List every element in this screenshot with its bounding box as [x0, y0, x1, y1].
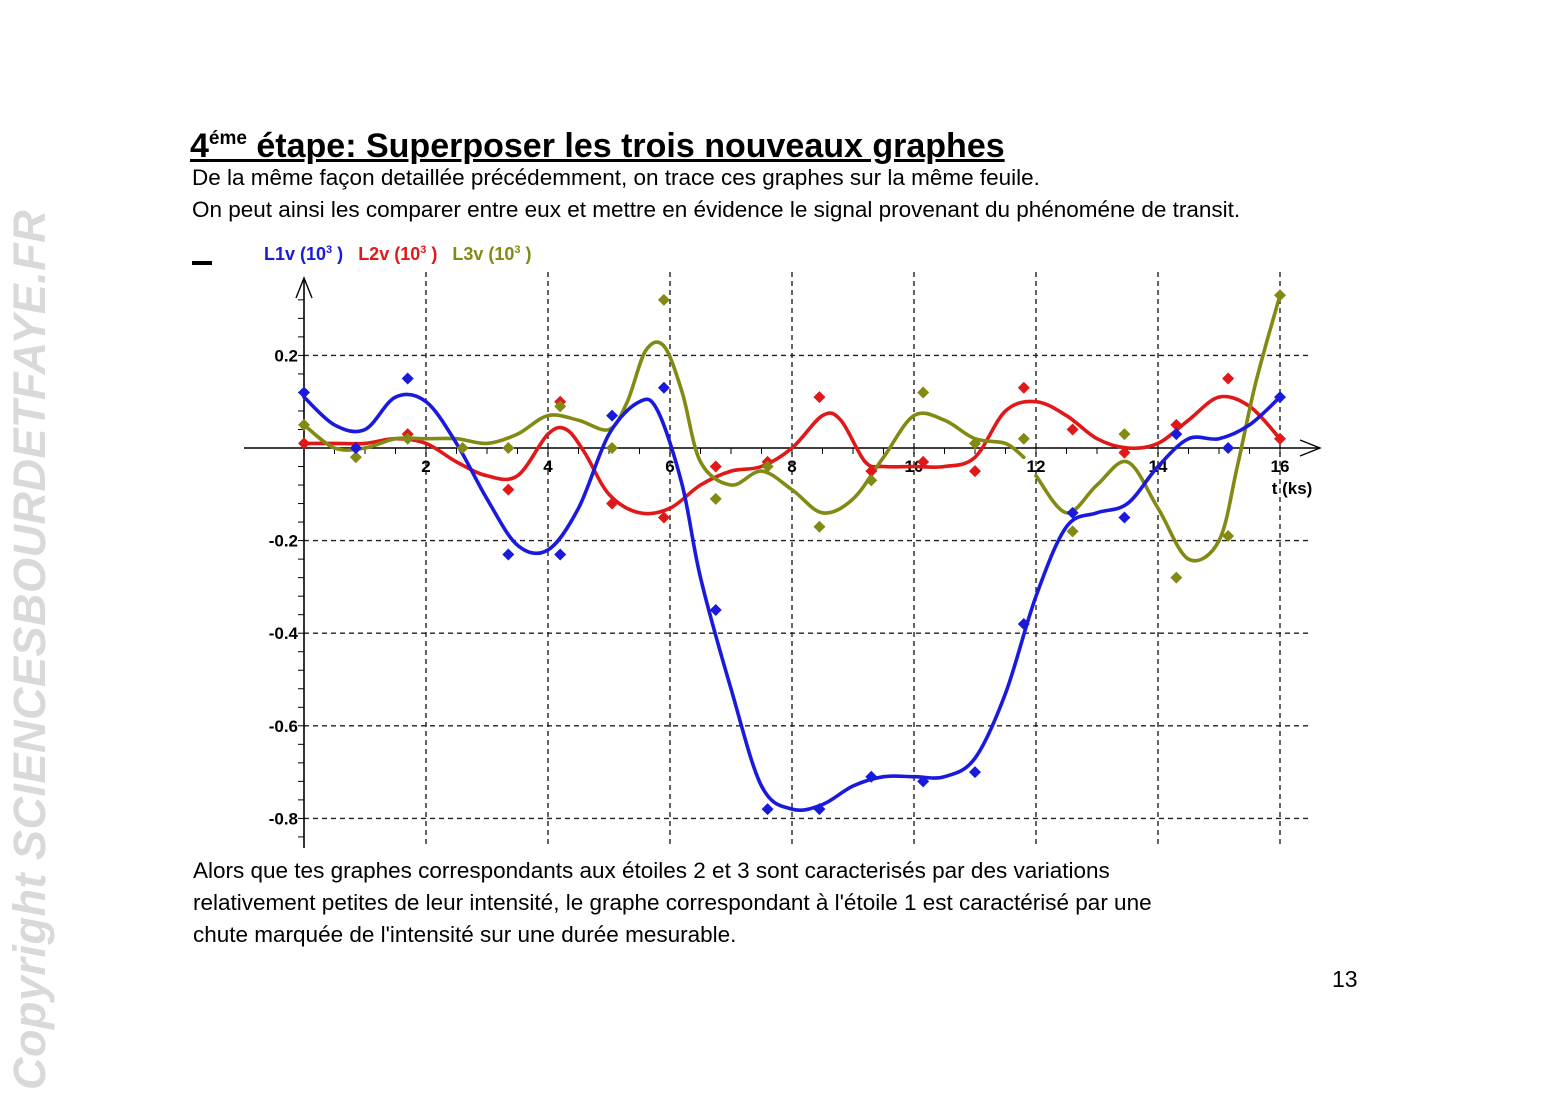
- x-axis-arrow: [1299, 439, 1322, 457]
- data-point-marker: [657, 293, 670, 306]
- chart-legend: L1v (103 ) L2v (103 ) L3v (103 ): [264, 244, 542, 265]
- data-point-marker: [606, 409, 619, 422]
- data-point-marker: [761, 803, 774, 816]
- y-tick-label: 0.2: [274, 346, 298, 365]
- data-point-marker: [1017, 617, 1030, 630]
- data-point-marker: [554, 548, 567, 561]
- conclusion-line: relativement petites de leur intensité, …: [193, 890, 1152, 915]
- data-point-marker: [298, 386, 310, 399]
- chart-dash-marker: [192, 261, 212, 265]
- data-point-marker: [709, 460, 722, 473]
- data-point-marker: [502, 483, 515, 496]
- data-point-marker: [502, 442, 515, 454]
- legend-label-end: ): [332, 244, 344, 264]
- data-point-marker: [813, 391, 826, 404]
- x-tick-label: 2: [421, 457, 430, 476]
- y-axis-arrow: [295, 276, 313, 299]
- x-tick-label: 12: [1027, 457, 1046, 476]
- intro-text: De la même façon detaillée précédemment,…: [192, 162, 1240, 226]
- series-curve: [302, 392, 1282, 813]
- x-tick-label: 4: [543, 457, 553, 476]
- x-tick-label: 16: [1271, 457, 1290, 476]
- legend-exponent: 3: [420, 244, 427, 256]
- data-point-marker: [865, 474, 878, 487]
- data-point-marker: [1222, 372, 1235, 385]
- data-point-marker: [554, 400, 567, 413]
- data-point-marker: [456, 442, 469, 454]
- data-point-marker: [1274, 289, 1286, 302]
- title-rest: étape: Superposer les trois nouveaux gra…: [246, 127, 1005, 165]
- data-point-marker: [813, 803, 826, 816]
- data-point-marker: [709, 492, 722, 505]
- intro-line: On peut ainsi les comparer entre eux et …: [192, 197, 1241, 222]
- data-point-marker: [1118, 511, 1131, 524]
- data-point-marker: [865, 465, 878, 478]
- data-point-marker: [1222, 442, 1235, 454]
- data-point-marker: [709, 604, 722, 617]
- legend-exponent: 3: [514, 244, 521, 256]
- data-point-marker: [606, 442, 619, 454]
- data-point-marker: [1066, 423, 1079, 436]
- series-curve: [302, 340, 1026, 515]
- y-tick-label: -0.2: [269, 532, 298, 551]
- legend-exponent: 3: [326, 244, 333, 256]
- y-tick-label: -0.4: [269, 624, 299, 643]
- conclusion-text: Alors que tes graphes correspondants aux…: [193, 855, 1152, 951]
- data-point-marker: [1017, 381, 1030, 394]
- y-tick-label: -0.6: [269, 717, 298, 736]
- legend-label: L2v (10: [358, 244, 421, 264]
- data-point-marker: [1170, 418, 1183, 431]
- data-point-marker: [1170, 428, 1183, 441]
- legend-item-l1v: L1v (103 ): [264, 244, 343, 264]
- data-point-marker: [969, 766, 981, 779]
- data-point-marker: [1222, 529, 1235, 542]
- data-point-marker: [298, 437, 310, 450]
- data-point-marker: [606, 497, 619, 510]
- data-point-marker: [1118, 446, 1131, 459]
- data-point-marker: [1017, 432, 1030, 445]
- data-point-marker: [349, 451, 362, 464]
- data-point-marker: [969, 465, 981, 478]
- page-number: 13: [1332, 966, 1358, 992]
- data-point-marker: [657, 511, 670, 524]
- data-point-marker: [349, 442, 362, 454]
- legend-label: L3v (10: [452, 244, 515, 264]
- y-tick-label: -0.8: [269, 809, 298, 828]
- legend-label-end: ): [520, 244, 532, 264]
- legend-label-end: ): [426, 244, 438, 264]
- data-point-marker: [401, 432, 414, 445]
- x-tick-label: 8: [787, 457, 796, 476]
- data-point-marker: [761, 460, 774, 473]
- data-point-marker: [298, 418, 310, 431]
- data-point-marker: [502, 548, 515, 561]
- page-title: 4éme étape: Superposer les trois nouveau…: [190, 119, 1005, 166]
- data-point-marker: [1274, 432, 1286, 445]
- data-point-marker: [1274, 391, 1286, 404]
- data-point-marker: [401, 372, 414, 385]
- title-prefix: 4: [190, 127, 209, 165]
- conclusion-line: Alors que tes graphes correspondants aux…: [193, 858, 1110, 883]
- legend-item-l2v: L2v (103 ): [358, 244, 437, 264]
- data-point-marker: [1066, 506, 1079, 519]
- series-curve: [1034, 293, 1282, 563]
- intro-line: De la même façon detaillée précédemment,…: [192, 165, 1040, 190]
- x-tick-label: 6: [665, 457, 674, 476]
- data-point-marker: [657, 381, 670, 394]
- data-point-marker: [917, 775, 930, 788]
- data-point-marker: [865, 770, 878, 783]
- data-point-marker: [969, 437, 981, 450]
- data-point-marker: [917, 455, 930, 468]
- series-curve: [302, 394, 1282, 516]
- legend-label: L1v (10: [264, 244, 327, 264]
- data-point-marker: [1066, 525, 1079, 538]
- data-point-marker: [813, 520, 826, 533]
- x-axis-title: t (ks): [1272, 479, 1313, 498]
- data-point-marker: [1170, 571, 1183, 584]
- data-point-marker: [1118, 428, 1131, 441]
- data-point-marker: [917, 386, 930, 399]
- legend-item-l3v: L3v (103 ): [452, 244, 531, 264]
- conclusion-line: chute marquée de l'intensité sur une dur…: [193, 922, 737, 947]
- title-superscript: éme: [208, 128, 247, 149]
